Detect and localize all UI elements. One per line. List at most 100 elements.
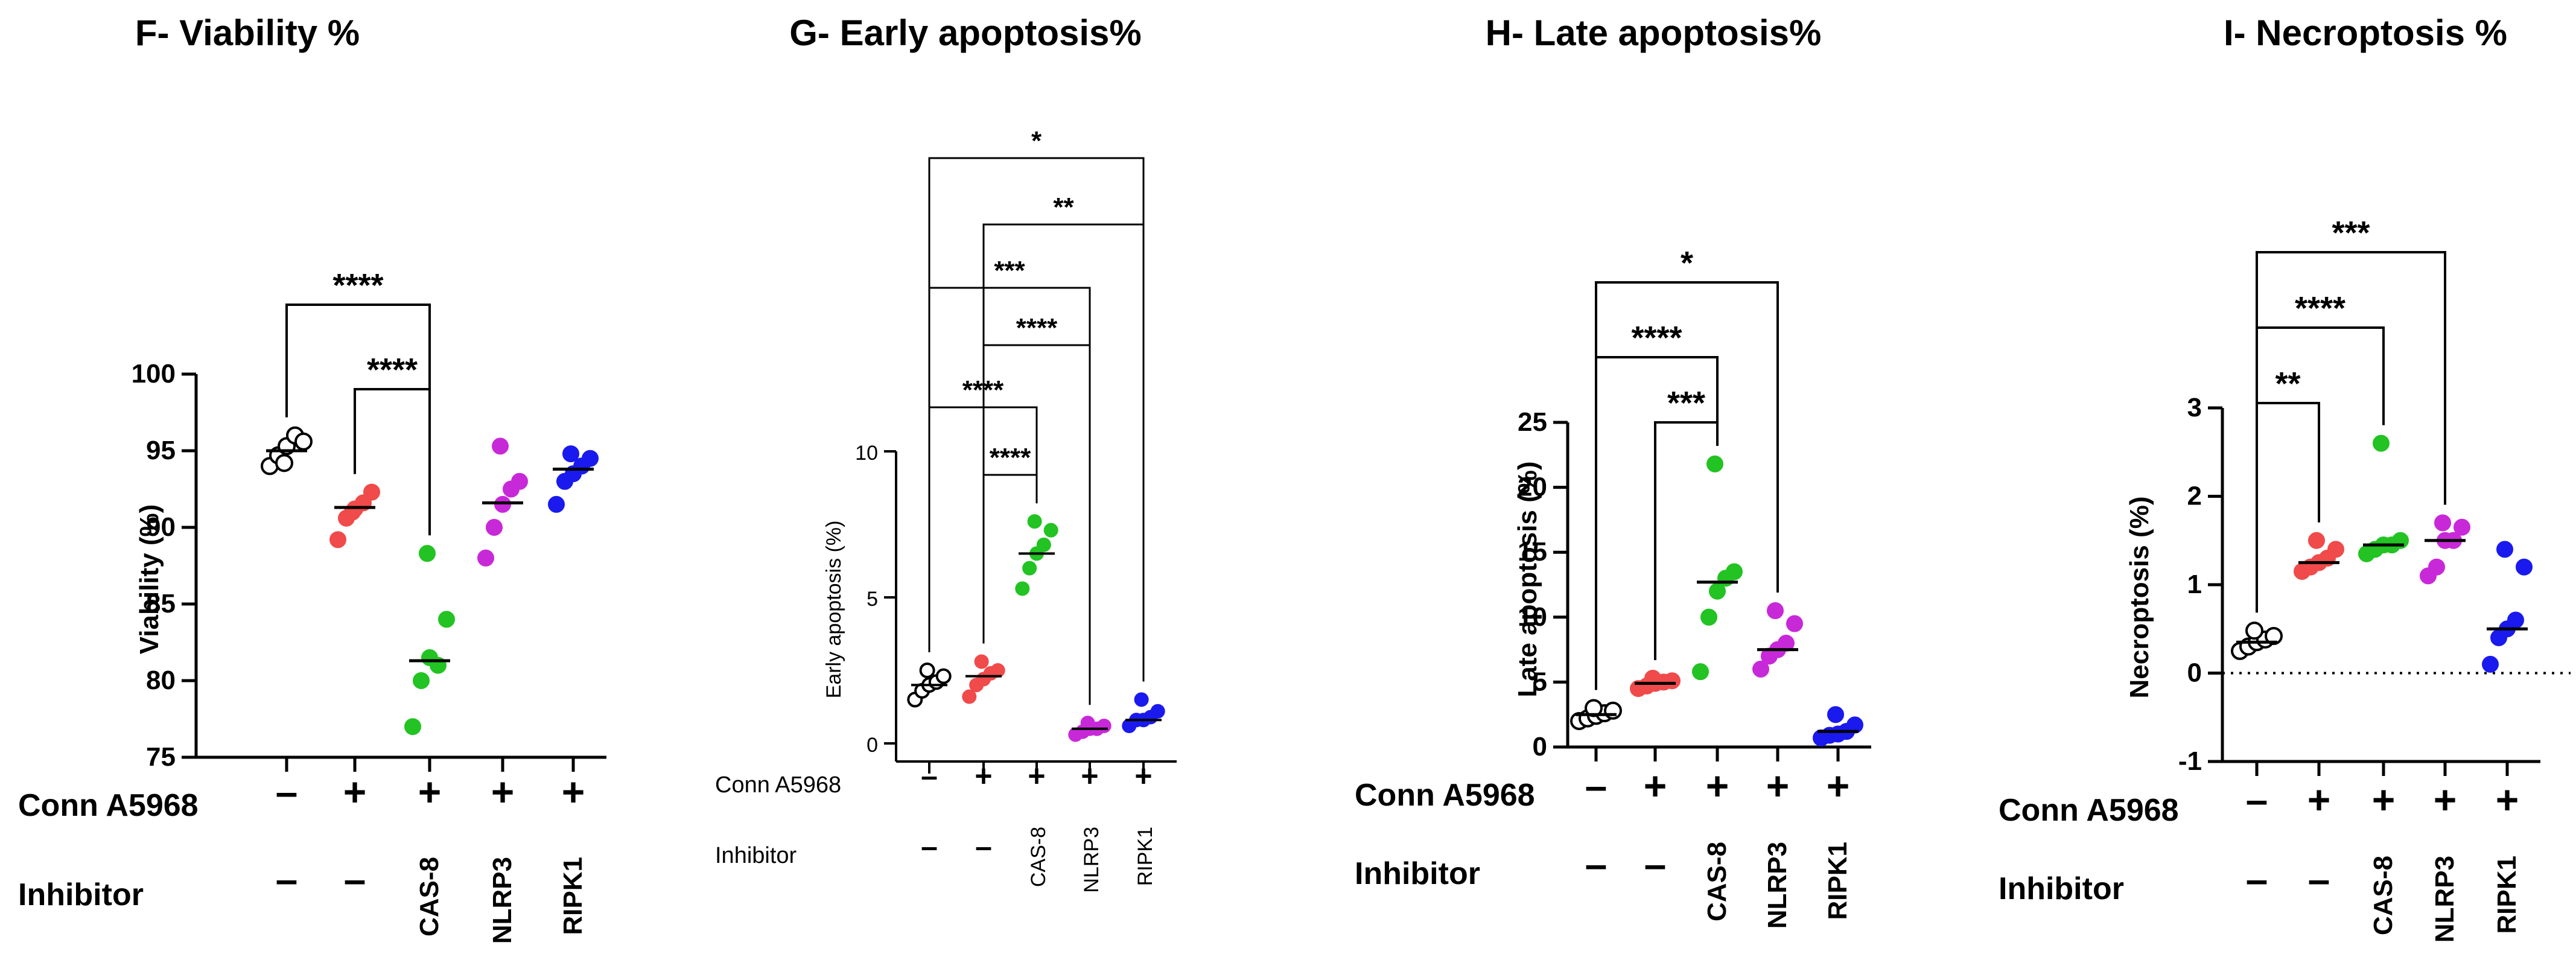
panel-g-significance-stars: * bbox=[1031, 126, 1042, 156]
panel-h-inhibitor-row-label: Inhibitor bbox=[1355, 856, 1480, 891]
panel-i-conn-sign: – bbox=[2246, 777, 2268, 822]
panel-h-y-tick-label: 0 bbox=[1533, 732, 1547, 761]
panel-h-inhibitor-label: CAS-8 bbox=[1702, 842, 1732, 921]
panel-f-y-tick-label: 95 bbox=[146, 436, 176, 465]
panel-f-point bbox=[329, 531, 346, 548]
panel-h-point bbox=[1752, 660, 1769, 678]
panel-h-point bbox=[1786, 615, 1803, 632]
panel-f-conn-sign: + bbox=[343, 769, 367, 814]
panel-h-inhibitor-label: RIPK1 bbox=[1823, 842, 1852, 920]
panel-g-y-tick-label: 10 bbox=[855, 442, 878, 465]
panel-i-point bbox=[2434, 514, 2451, 532]
panel-i-y-axis-label: Necroptosis (%) bbox=[2125, 497, 2154, 699]
panel-f-conn-sign: + bbox=[491, 769, 515, 814]
panel-f-conn-sign: + bbox=[562, 769, 585, 814]
panel-f-point bbox=[413, 672, 430, 689]
panel-i-inhibitor-label: NLRP3 bbox=[2430, 856, 2460, 943]
panel-f-inhibitor-label: CAS-8 bbox=[415, 857, 444, 936]
panel-f-point bbox=[275, 454, 293, 472]
panel-i-conn-sign: + bbox=[2496, 777, 2519, 822]
panel-g-conn-sign: – bbox=[921, 759, 938, 793]
panel-g-conn-sign: + bbox=[1081, 759, 1098, 793]
panel-f-point bbox=[477, 549, 494, 567]
panel-h-conn-sign: + bbox=[1766, 763, 1790, 808]
panel-g-point bbox=[1036, 537, 1051, 552]
panel-h-conn-sign: + bbox=[1644, 763, 1667, 808]
panel-g: G- Early apoptosis% Early apoptosis (%) … bbox=[715, 13, 1177, 893]
panel-g-inhibitor-dash: – bbox=[921, 830, 938, 863]
panel-i-point bbox=[2327, 541, 2344, 558]
panel-h-conn-row-label: Conn A5968 bbox=[1355, 778, 1535, 813]
panel-f-y-tick-label: 80 bbox=[146, 666, 176, 695]
panel-g-conn-sign: + bbox=[1134, 759, 1152, 793]
panel-f-significance-bracket bbox=[354, 388, 431, 536]
panel-f: F- Viability % Viability (%) 75 80 85 90 95 1… bbox=[18, 13, 606, 944]
panel-h-inhibitor-label: NLRP3 bbox=[1763, 842, 1792, 929]
panel-i-point bbox=[2428, 558, 2445, 576]
panel-g-conn-sign: + bbox=[975, 759, 992, 793]
panel-f-conn-sign: – bbox=[276, 769, 298, 814]
panel-g-inhibitor-dash: – bbox=[975, 830, 992, 863]
panel-i-conn-sign: + bbox=[2372, 777, 2396, 822]
panel-g-inhibitor-label: CAS-8 bbox=[1027, 827, 1050, 887]
panel-i-title: I- Necroptosis % bbox=[2224, 13, 2507, 53]
panel-f-inhibitor-label: RIPK1 bbox=[558, 857, 588, 935]
panel-g-significance-bracket bbox=[982, 474, 1038, 644]
panel-i-significance-stars: *** bbox=[2332, 215, 2370, 251]
panel-g-point bbox=[1096, 718, 1111, 733]
panel-g-point bbox=[1043, 523, 1058, 538]
panel-h-title: H- Late apoptosis% bbox=[1486, 13, 1822, 53]
panel-f-inhibitor-dash: – bbox=[344, 857, 366, 901]
panel-i: I- Necroptosis % Necroptosis (%) -1 0 1 2 3 –… bbox=[1999, 13, 2571, 943]
panel-h-point bbox=[1700, 608, 1717, 626]
panel-i-point bbox=[2245, 622, 2263, 640]
panel-g-point bbox=[935, 668, 952, 684]
panel-i-inhibitor-dash: – bbox=[2308, 857, 2330, 901]
panel-g-point bbox=[919, 663, 935, 678]
panel-i-significance-stars: **** bbox=[2295, 290, 2345, 326]
panel-i-point bbox=[2265, 626, 2283, 645]
panel-f-y-tick-label: 100 bbox=[132, 359, 176, 389]
panel-i-inhibitor-label: CAS-8 bbox=[2368, 856, 2398, 935]
panel-i-conn-sign: + bbox=[2434, 777, 2457, 822]
panel-h-point bbox=[1827, 706, 1844, 723]
panel-g-significance-bracket bbox=[928, 287, 1091, 705]
panel-g-point bbox=[1027, 514, 1042, 529]
panel-f-significance-stars: **** bbox=[332, 267, 383, 304]
panel-h-point bbox=[1706, 455, 1723, 472]
panel-f-y-tick-label: 90 bbox=[146, 512, 176, 542]
panel-f-conn-row-label: Conn A5968 bbox=[18, 788, 199, 823]
panel-f-point bbox=[486, 519, 503, 536]
panel-g-y-tick-label: 0 bbox=[867, 734, 878, 757]
panel-f-y-axis-label: Viability (%) bbox=[135, 504, 164, 655]
panel-i-point bbox=[2507, 611, 2524, 629]
panel-g-significance-bracket bbox=[928, 157, 1145, 682]
panel-g-title: G- Early apoptosis% bbox=[789, 13, 1141, 53]
panel-f-point bbox=[438, 611, 455, 628]
panel-h-point bbox=[1604, 701, 1622, 720]
panel-f-point bbox=[492, 437, 509, 455]
panel-h-point bbox=[1664, 672, 1681, 690]
panel-h-point bbox=[1692, 663, 1709, 681]
panel-i-inhibitor-label: RIPK1 bbox=[2492, 856, 2522, 934]
panel-i-y-tick-label: 0 bbox=[2187, 658, 2202, 688]
panel-g-y-tick-label: 5 bbox=[867, 588, 878, 611]
panel-f-inhibitor-dash: – bbox=[276, 857, 298, 901]
panel-h-y-tick-label: 15 bbox=[1518, 537, 1547, 567]
panel-h-inhibitor-dash: – bbox=[1644, 842, 1667, 886]
panel-h-point bbox=[1767, 602, 1784, 620]
panel-h-y-axis-label: Late apoptosis (%) bbox=[1513, 461, 1542, 697]
panel-i-point bbox=[2482, 655, 2499, 673]
panel-g-inhibitor-label: RIPK1 bbox=[1134, 827, 1157, 886]
panel-i-inhibitor-row-label: Inhibitor bbox=[1999, 871, 2124, 906]
panel-f-point bbox=[404, 718, 421, 736]
panel-g-point bbox=[1022, 561, 1037, 576]
panel-h-y-tick-label: 25 bbox=[1518, 407, 1547, 437]
panel-f-y-tick-label: 85 bbox=[146, 589, 176, 618]
panel-g-significance-stars: *** bbox=[994, 256, 1025, 285]
panel-f-inhibitor-row-label: Inhibitor bbox=[18, 877, 144, 912]
panel-h: H- Late apoptosis% Late apoptosis (%) 0 5… bbox=[1355, 13, 1871, 929]
panel-i-significance-stars: ** bbox=[2275, 366, 2300, 402]
panel-g-point bbox=[974, 654, 989, 669]
